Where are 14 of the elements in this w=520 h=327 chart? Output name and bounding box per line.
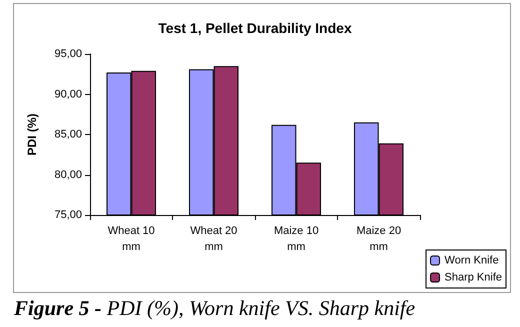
caption: Figure 5 - PDI (%), Worn knife VS. Sharp knife [14, 296, 416, 321]
legend-label: Worn Knife [444, 254, 499, 266]
x-tick-label: Wheat 20 mm [190, 225, 238, 253]
x-tick-label: Wheat 10 mm [108, 225, 155, 253]
legend-label: Sharp Knife [444, 272, 502, 284]
y-tick-label: 75,00 [54, 209, 82, 221]
y-tick-label: 85,00 [54, 128, 82, 140]
y-tick-label: 95,00 [54, 48, 82, 60]
y-tick-label: 90,00 [54, 88, 82, 100]
x-tick-label: Maize 10 mm [274, 225, 319, 253]
chart-title: Test 1, Pellet Durability Index [158, 20, 352, 36]
y-tick-label: 80,00 [54, 168, 82, 181]
x-tick-label: Maize 20 mm [356, 225, 402, 253]
y-axis-title: PDI (%) [25, 113, 39, 156]
